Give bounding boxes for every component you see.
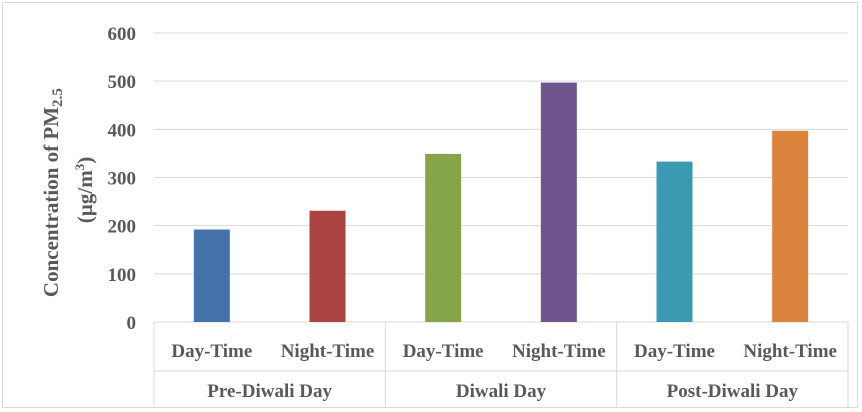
y-title-superscript: 3: [72, 163, 87, 170]
bar: [425, 153, 462, 322]
y-title-line2: (µg/m: [73, 170, 97, 223]
y-title-subscript: 2.5: [50, 88, 66, 107]
bar: [540, 82, 577, 322]
x-category-label: Night-Time: [743, 341, 837, 362]
y-tick-label: 0: [127, 313, 137, 334]
x-category-label: Day-Time: [634, 341, 715, 362]
y-tick-label: 500: [108, 72, 137, 93]
y-tick-labels: 0 100 200 300 400 500 600: [108, 24, 137, 334]
x-category-label: Day-Time: [171, 341, 252, 362]
x-group-label: Diwali Day: [456, 381, 547, 402]
x-category-label: Night-Time: [281, 341, 375, 362]
gridlines: [154, 32, 848, 323]
x-category-label: Night-Time: [512, 341, 606, 362]
y-tick-label: 600: [108, 24, 137, 45]
y-title-line2-end: ): [73, 157, 97, 164]
bar: [193, 229, 230, 322]
category-axis: Day-Time Night-Time Pre-Diwali Day Day-Time…: [153, 322, 849, 408]
chart-frame: [2, 2, 858, 408]
y-tick-label: 300: [108, 169, 137, 190]
y-tick-label: 200: [108, 217, 137, 238]
bar: [309, 210, 346, 322]
bar: [656, 161, 693, 322]
y-tick-label: 400: [108, 120, 137, 141]
y-axis-title: Concentration of PM2.5 (µg/m3): [39, 83, 97, 297]
y-title-line1: Concentration of PM: [39, 107, 63, 297]
bar: [772, 130, 809, 322]
y-tick-label: 100: [108, 265, 137, 286]
x-category-label: Day-Time: [403, 341, 484, 362]
x-group-label: Pre-Diwali Day: [207, 381, 332, 402]
x-group-label: Post-Diwali Day: [667, 381, 799, 402]
bars: [193, 82, 809, 322]
